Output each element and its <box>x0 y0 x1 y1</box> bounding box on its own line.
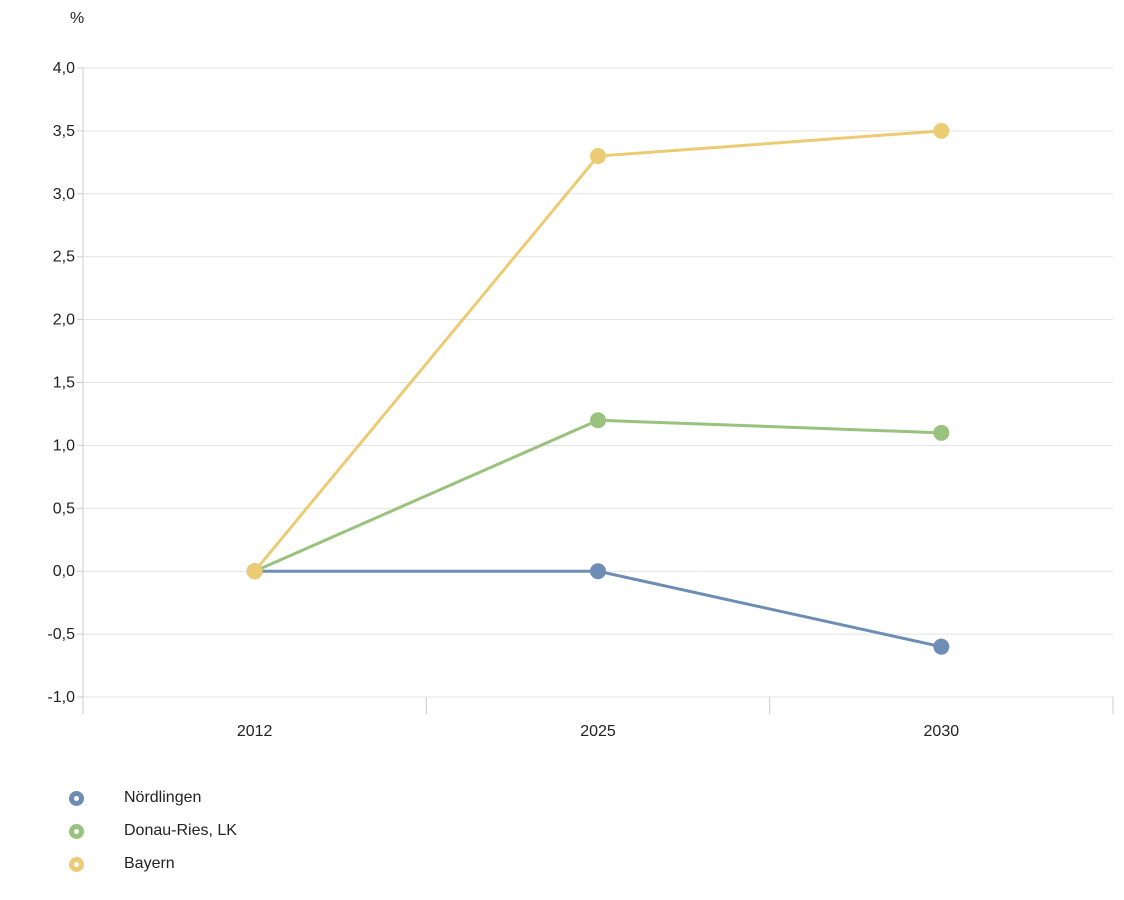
y-tick-label: 4,0 <box>53 60 75 77</box>
legend-item[interactable]: Donau-Ries, LK <box>68 816 237 846</box>
y-axis-unit-label: % <box>70 10 85 27</box>
y-tick-label: 2,0 <box>53 312 75 329</box>
x-tick-label: 2030 <box>924 723 960 740</box>
y-tick-label: 3,0 <box>53 186 75 203</box>
series-line-1 <box>254 418 942 573</box>
data-point-series-2 <box>246 563 263 580</box>
data-point-series-0 <box>590 563 606 580</box>
legend-label: Donau-Ries, LK <box>124 822 237 839</box>
legend-item[interactable]: Nördlingen <box>68 783 237 813</box>
data-point-series-1 <box>590 412 606 429</box>
legend-label: Bayern <box>124 855 175 872</box>
y-tick-label: 2,5 <box>53 249 75 266</box>
legend-marker-icon <box>69 856 84 872</box>
legend-label: Nördlingen <box>124 789 202 806</box>
data-point-series-0 <box>933 638 950 655</box>
legend-marker-icon <box>69 823 84 839</box>
y-tick-label: 0,0 <box>53 563 75 580</box>
data-point-series-2 <box>933 122 950 139</box>
legend-item[interactable]: Bayern <box>68 849 237 879</box>
legend: Nördlingen Donau-Ries, LK Bayern <box>68 783 237 882</box>
y-tick-label: 1,5 <box>53 375 75 392</box>
x-tick-label: 2012 <box>237 723 273 740</box>
series-line-2 <box>253 129 942 573</box>
data-point-series-2 <box>590 148 606 165</box>
data-point-series-1 <box>933 424 950 441</box>
legend-marker-icon <box>69 790 84 806</box>
x-tick-label: 2025 <box>580 723 616 740</box>
y-tick-label: -1,0 <box>47 689 75 706</box>
y-tick-label: 3,5 <box>53 123 75 140</box>
series-line-0 <box>254 569 942 649</box>
y-tick-label: 0,5 <box>53 500 75 517</box>
y-tick-label: -0,5 <box>47 626 75 643</box>
y-tick-label: 1,0 <box>53 437 75 454</box>
